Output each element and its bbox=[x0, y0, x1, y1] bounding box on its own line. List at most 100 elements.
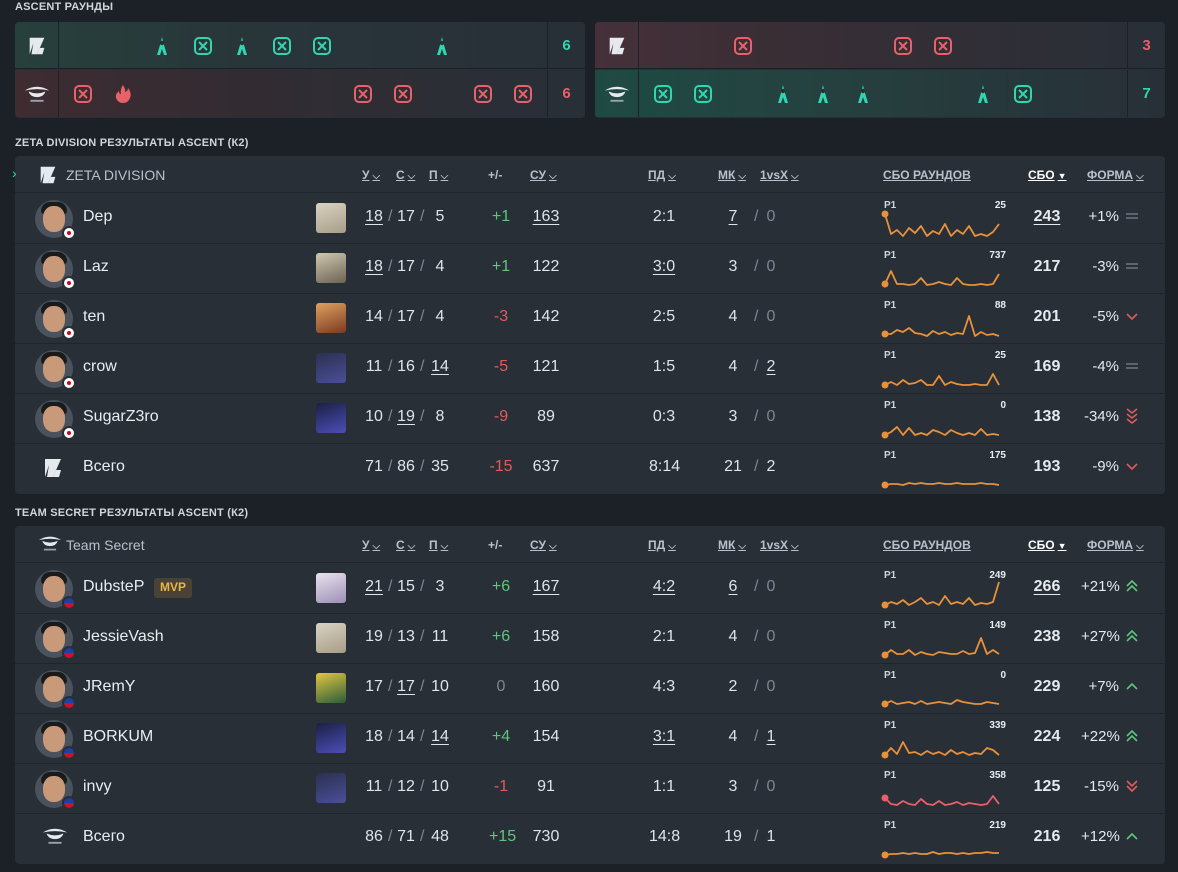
defuse-icon bbox=[654, 85, 672, 103]
player-name[interactable]: DubsteP bbox=[83, 578, 145, 595]
stat-plus-minus: -3 bbox=[493, 308, 509, 325]
sbo-rounds-sparkline[interactable] bbox=[881, 820, 1003, 860]
player-name[interactable]: Laz bbox=[83, 258, 109, 275]
stat-plus-minus: -1 bbox=[493, 778, 509, 795]
stat-separator: / bbox=[388, 578, 393, 595]
sbo-rounds-sparkline[interactable] bbox=[881, 770, 1003, 810]
header-sbo-rounds[interactable]: СБО РАУНДОВ bbox=[883, 538, 971, 552]
stat-a: 48 bbox=[431, 828, 449, 845]
sbo-rounds-sparkline[interactable] bbox=[881, 670, 1003, 710]
header-assists[interactable]: П ⌵ bbox=[429, 538, 448, 552]
header-form-label: ФОРМА bbox=[1087, 538, 1134, 552]
header-first-kills[interactable]: ПД ⌵ bbox=[648, 538, 676, 552]
header-deaths[interactable]: С ⌵ bbox=[396, 538, 415, 552]
expand-arrow-icon[interactable]: › bbox=[12, 165, 17, 181]
player-avatar[interactable] bbox=[35, 770, 76, 810]
header-form[interactable]: ФОРМА ⌵ bbox=[1087, 168, 1144, 182]
header-kills[interactable]: У ⌵ bbox=[362, 538, 380, 552]
header-plus-minus[interactable]: +/- bbox=[488, 538, 502, 552]
header-multikills[interactable]: МК ⌵ bbox=[718, 538, 746, 552]
player-avatar[interactable] bbox=[35, 350, 76, 390]
player-name[interactable]: crow bbox=[83, 358, 117, 375]
player-name[interactable]: SugarZ3ro bbox=[83, 408, 159, 425]
player-name[interactable]: invy bbox=[83, 778, 112, 795]
player-name[interactable]: JRemY bbox=[83, 678, 136, 695]
sbo-rounds-sparkline[interactable] bbox=[881, 570, 1003, 610]
player-row[interactable]: DubsteP MVP 21/15/3 +6 167 4:2 6/0 Р1 249 266 +21% bbox=[15, 564, 1165, 614]
player-name[interactable]: ten bbox=[83, 308, 106, 325]
header-assists[interactable]: П ⌵ bbox=[429, 168, 448, 182]
chevron-down-icon: ⌵ bbox=[372, 541, 381, 552]
header-acs[interactable]: СУ ⌵ bbox=[530, 168, 557, 182]
header-kills-label: У bbox=[362, 538, 370, 552]
sbo-rounds-sparkline[interactable] bbox=[881, 200, 1003, 240]
header-acs[interactable]: СУ ⌵ bbox=[530, 538, 557, 552]
player-row[interactable]: ten 14/17/4 -3 142 2:5 4/0 Р1 88 201 -5% bbox=[15, 294, 1165, 344]
header-clutches[interactable]: 1vsX ⌵ bbox=[760, 168, 799, 182]
stat-plus-minus: +4 bbox=[491, 728, 511, 745]
header-kills[interactable]: У ⌵ bbox=[362, 168, 380, 182]
stat-a: 8 bbox=[435, 408, 445, 425]
player-row[interactable]: Laz 18/17/4 +1 122 3:0 3/0 Р1 737 217 -3% bbox=[15, 244, 1165, 294]
player-row[interactable]: SugarZ3ro 10/19/8 -9 89 0:3 3/0 Р1 0 138 -34% bbox=[15, 394, 1165, 444]
player-name[interactable]: JessieVash bbox=[83, 628, 164, 645]
avatar-face bbox=[43, 676, 65, 702]
rounds-score-secret: 7 bbox=[1127, 70, 1165, 117]
sparkline-max-value: 219 bbox=[989, 820, 1006, 831]
stat-acs: 121 bbox=[532, 358, 560, 375]
header-assists-label: П bbox=[429, 168, 438, 182]
header-sbo[interactable]: СБО ▼ bbox=[1028, 168, 1067, 182]
player-row[interactable]: BORKUM 18/14/14 +4 154 3:1 4/1 Р1 339 224 +22% bbox=[15, 714, 1165, 764]
trend-flat-icon bbox=[1126, 213, 1138, 219]
player-avatar[interactable] bbox=[35, 250, 76, 290]
player-avatar[interactable] bbox=[35, 720, 76, 760]
team-secret-logo bbox=[604, 86, 629, 102]
player-name[interactable]: Dep bbox=[83, 208, 113, 225]
sbo-rounds-sparkline[interactable] bbox=[881, 620, 1003, 660]
player-avatar[interactable] bbox=[35, 670, 76, 710]
header-first-kills-label: ПД bbox=[648, 168, 666, 182]
stat-k: 11 bbox=[365, 358, 383, 375]
player-name[interactable]: BORKUM bbox=[83, 728, 154, 745]
header-sbo[interactable]: СБО ▼ bbox=[1028, 538, 1067, 552]
sbo-rounds-sparkline[interactable] bbox=[881, 300, 1003, 340]
player-row[interactable]: crow 11/16/14 -5 121 1:5 4/2 Р1 25 169 -4% bbox=[15, 344, 1165, 394]
sbo-rounds-sparkline[interactable] bbox=[881, 720, 1003, 760]
player-avatar[interactable] bbox=[35, 570, 76, 610]
player-avatar[interactable] bbox=[35, 300, 76, 340]
team-secret-logo bbox=[42, 828, 68, 844]
header-multikills[interactable]: МК ⌵ bbox=[718, 168, 746, 182]
player-avatar[interactable] bbox=[35, 200, 76, 240]
stat-acs: 163 bbox=[532, 208, 560, 225]
header-sbo-rounds[interactable]: СБО РАУНДОВ bbox=[883, 168, 971, 182]
player-row[interactable]: invy 11/12/10 -1 91 1:1 3/0 Р1 358 125 -15% bbox=[15, 764, 1165, 814]
sbo-rounds-sparkline[interactable] bbox=[881, 250, 1003, 290]
stat-separator: / bbox=[420, 578, 425, 595]
stat-k: 86 bbox=[365, 828, 383, 845]
player-avatar[interactable] bbox=[35, 620, 76, 660]
rounds-score-zeta: 6 bbox=[547, 22, 585, 69]
stat-acs: 122 bbox=[532, 258, 560, 275]
header-clutches[interactable]: 1vsX ⌵ bbox=[760, 538, 799, 552]
team-total-row[interactable]: Всего 71/86/35 -15 637 8:14 21/2 Р1 175 193 -9% bbox=[15, 444, 1165, 494]
player-row[interactable]: Dep 18/17/5 +1 163 2:1 7/0 Р1 25 243 +1% bbox=[15, 194, 1165, 244]
stat-sbo: 216 bbox=[1033, 828, 1061, 845]
header-form[interactable]: ФОРМА ⌵ bbox=[1087, 538, 1144, 552]
header-team-logo bbox=[37, 164, 59, 191]
sbo-rounds-sparkline[interactable] bbox=[881, 350, 1003, 390]
sbo-rounds-sparkline[interactable] bbox=[881, 450, 1003, 490]
header-first-kills[interactable]: ПД ⌵ bbox=[648, 168, 676, 182]
stat-separator: / bbox=[420, 628, 425, 645]
player-avatar[interactable] bbox=[35, 400, 76, 440]
player-row[interactable]: JessieVash 19/13/11 +6 158 2:1 4/0 Р1 149 238 +27… bbox=[15, 614, 1165, 664]
team-total-row[interactable]: Всего 86/71/48 +15 730 14:8 19/1 Р1 219 216 +12% bbox=[15, 814, 1165, 864]
elimination-icon bbox=[818, 85, 828, 103]
sbo-rounds-sparkline[interactable] bbox=[881, 400, 1003, 440]
stat-sbo: 229 bbox=[1033, 678, 1061, 695]
rounds-row-secret: 7 bbox=[595, 70, 1165, 117]
header-plus-minus[interactable]: +/- bbox=[488, 168, 502, 182]
stat-sbo: 217 bbox=[1033, 258, 1061, 275]
stat-separator: / bbox=[388, 628, 393, 645]
header-deaths[interactable]: С ⌵ bbox=[396, 168, 415, 182]
player-row[interactable]: JRemY 17/17/10 0 160 4:3 2/0 Р1 0 229 +7% bbox=[15, 664, 1165, 714]
